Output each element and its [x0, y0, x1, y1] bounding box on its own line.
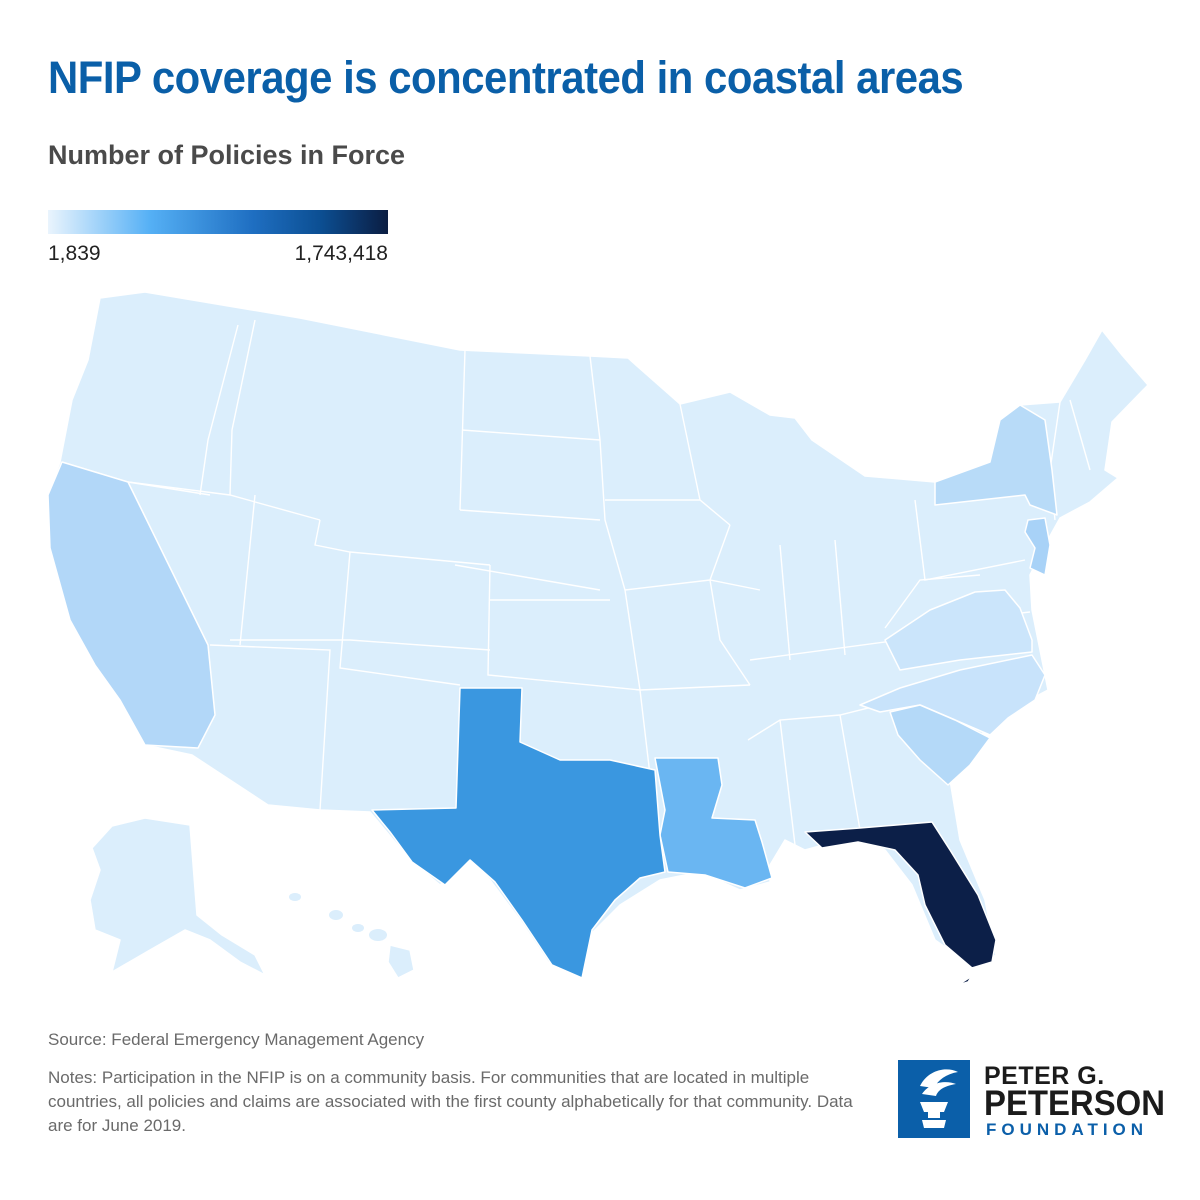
notes-text: Notes: Participation in the NFIP is on a… — [48, 1068, 853, 1135]
hawaii-state — [289, 893, 415, 979]
virginia-state — [884, 589, 1033, 671]
south-carolina-state — [889, 704, 991, 786]
florida-state — [804, 821, 997, 969]
map-subtitle: Number of Policies in Force — [48, 140, 406, 170]
legend-min-label: 1,839 — [48, 242, 101, 265]
texas-state — [371, 687, 666, 979]
logo-text-line1: PETER G. — [984, 1062, 1105, 1090]
logo-text-line2: PETERSON — [984, 1084, 1165, 1123]
legend-color-scale — [48, 210, 388, 234]
legend-max-label: 1,743,418 — [294, 242, 388, 265]
state-borders — [61, 319, 1091, 846]
alaska-state — [89, 817, 266, 976]
torch-logo-icon — [898, 1060, 970, 1138]
page-title: NFIP coverage is concentrated in coastal… — [48, 52, 964, 103]
california-state — [47, 461, 216, 749]
new-jersey-state — [1024, 517, 1051, 576]
florida-keys — [957, 975, 973, 986]
source-note: Source: Federal Emergency Management Age… — [48, 1030, 425, 1049]
new-york-state — [934, 404, 1058, 516]
logo-text-line3: FOUNDATION — [986, 1120, 1149, 1139]
us-choropleth-map — [47, 291, 1149, 986]
peterson-foundation-logo: PETER G. PETERSON FOUNDATION — [898, 1060, 1165, 1139]
